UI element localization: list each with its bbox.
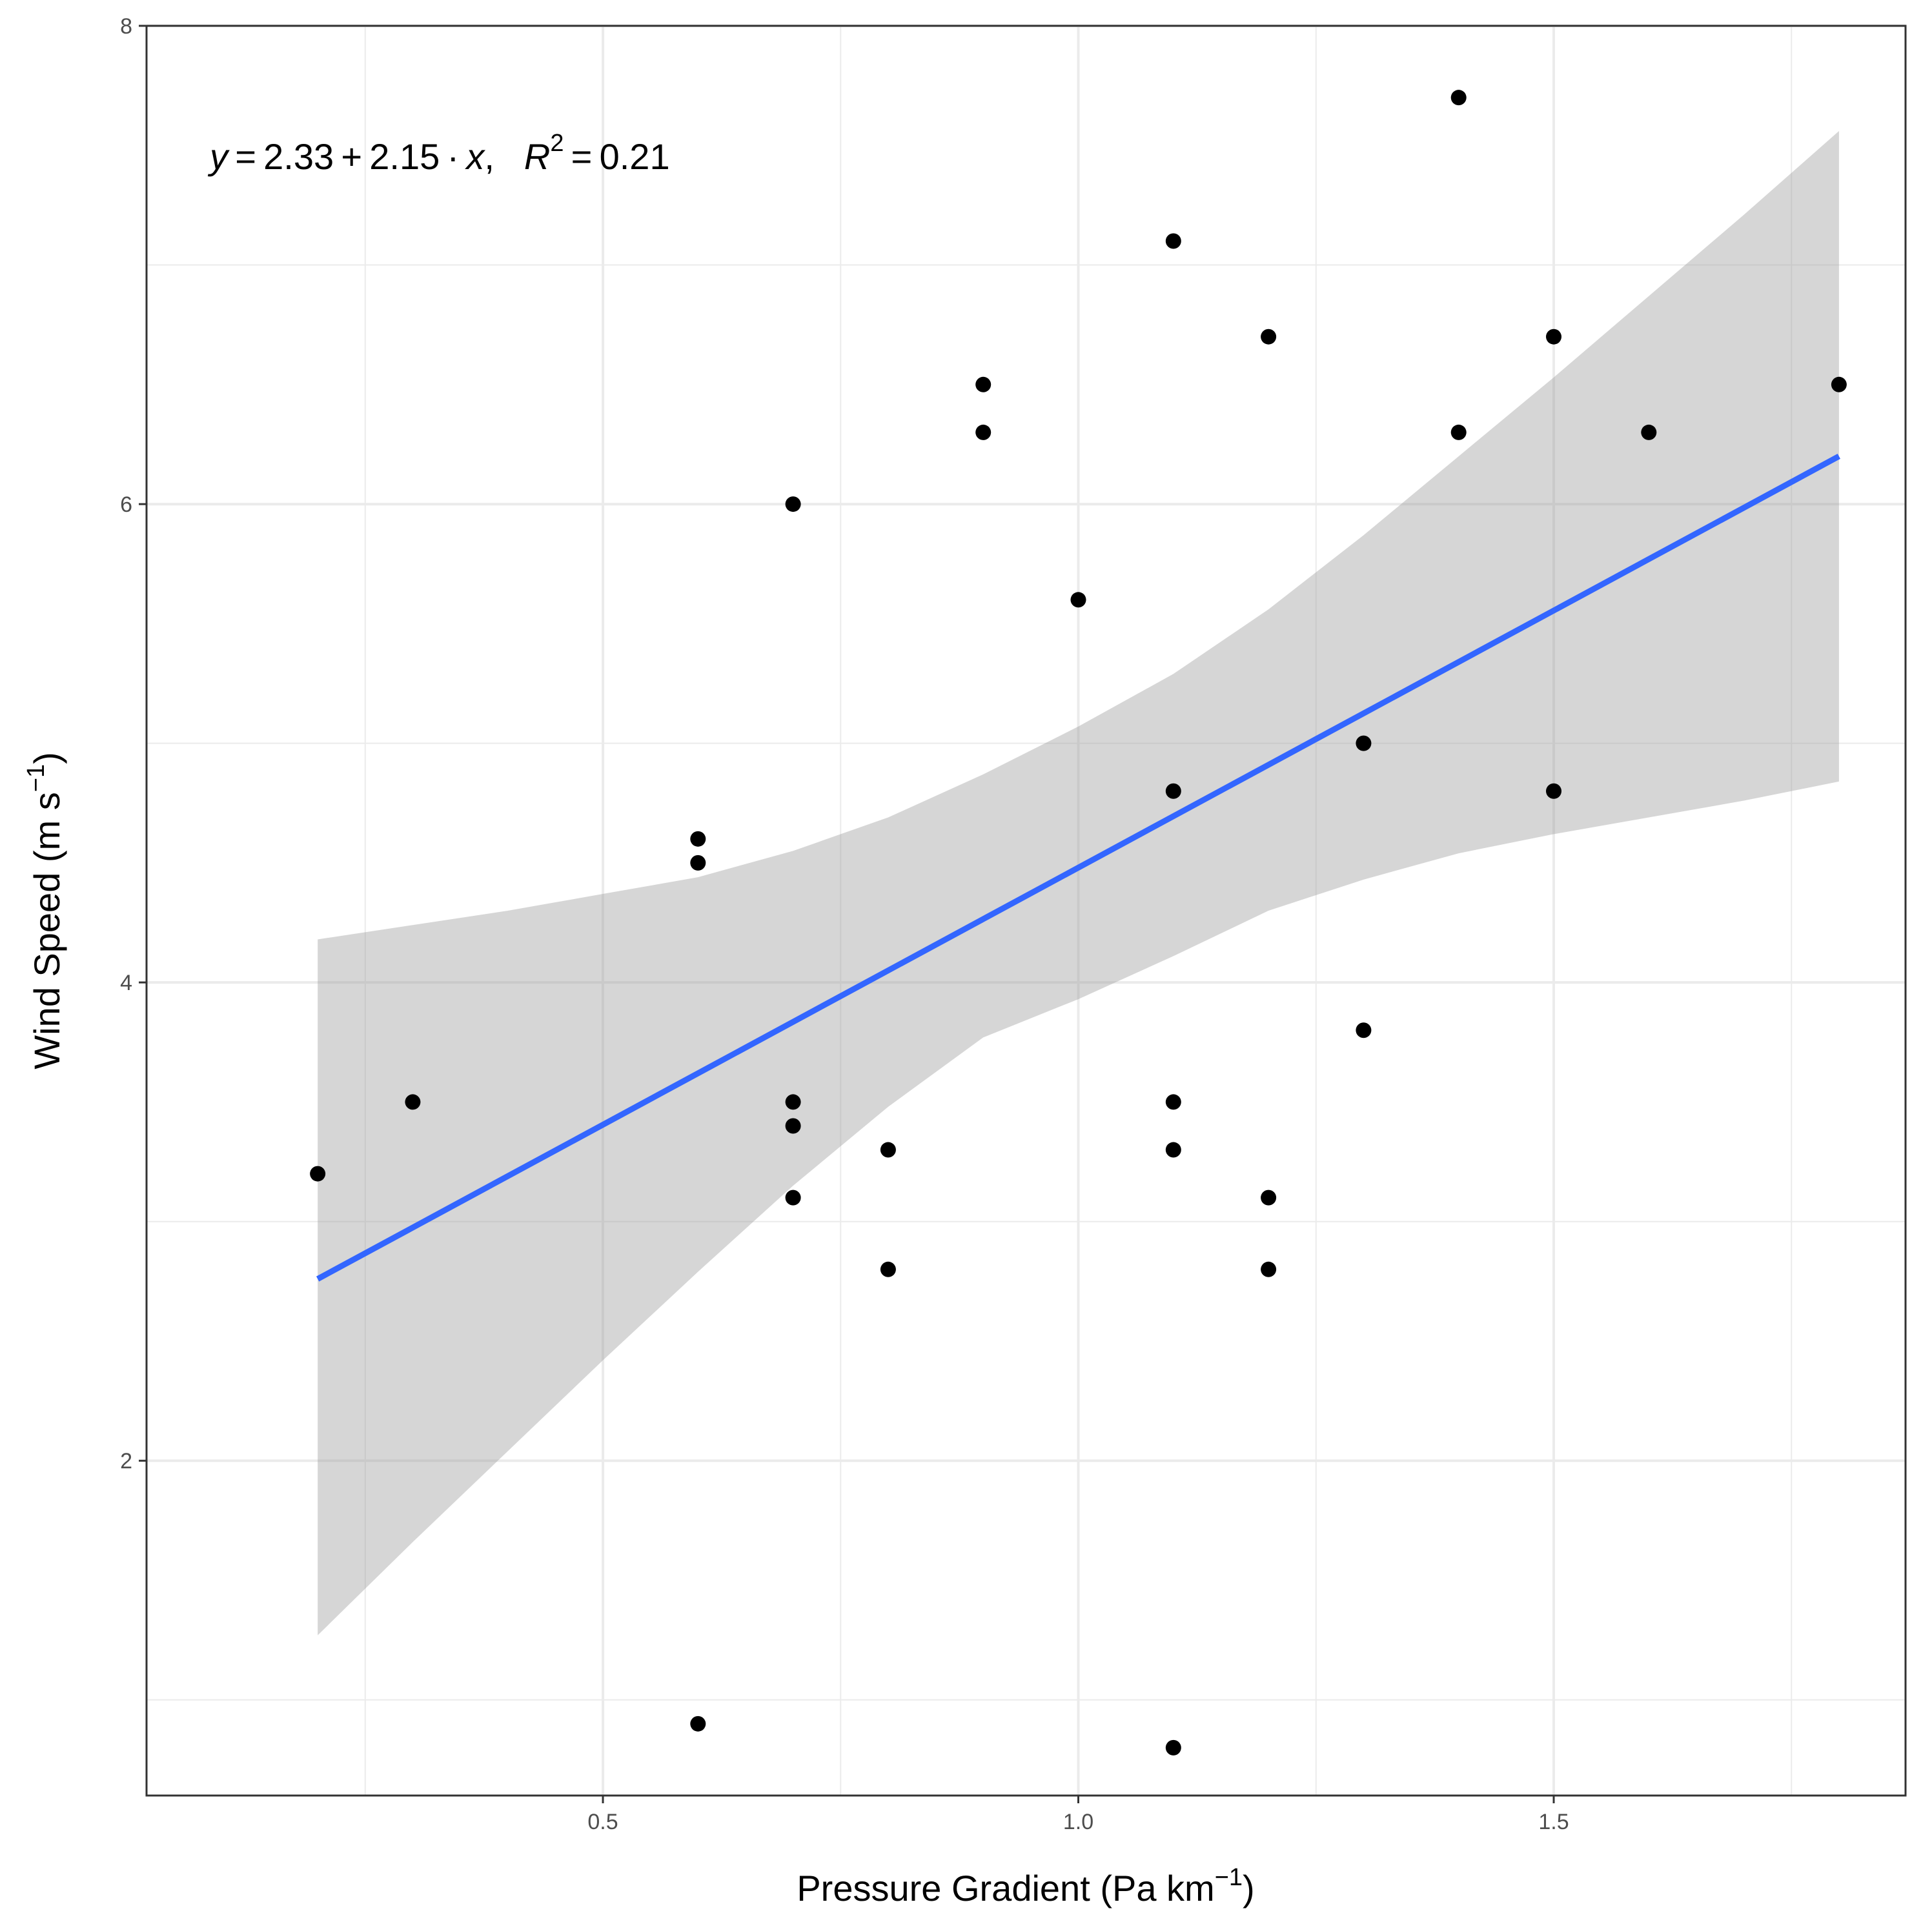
data-point [1165,233,1181,249]
x-tick-label: 1.0 [1063,1810,1093,1834]
data-point [1546,329,1561,345]
y-axis-title-sup: −1 [23,764,50,792]
annotation-comma: , [484,136,494,177]
data-point [690,1716,706,1732]
data-point [975,424,991,440]
annotation-x: x [464,136,485,177]
data-point [785,1189,801,1206]
annotation-equation: = 2.33 + 2.15 · [228,136,466,177]
data-point [405,1094,421,1110]
data-point [880,1142,896,1158]
y-axis-title-main: Wind Speed (m s [26,792,67,1069]
data-point [975,376,991,392]
annotation-r-sup: 2 [550,130,564,157]
data-point [785,496,801,512]
x-axis-title-main: Pressure Gradient (Pa km [797,1868,1214,1908]
x-tick-label: 1.5 [1538,1810,1569,1834]
data-point [1070,592,1086,608]
confidence-band [318,131,1839,1635]
data-point [1546,783,1561,799]
x-tick-label: 0.5 [587,1810,618,1834]
data-point [880,1261,896,1277]
annotation-r: R [524,136,550,177]
data-point [1261,1189,1277,1206]
data-point [1165,783,1181,799]
x-axis-title: Pressure Gradient (Pa km−1) [797,1864,1254,1908]
y-axis-ticks: 2 4 6 8 [120,14,147,1473]
annotation-r-value: = 0.21 [564,136,669,177]
data-point [1356,735,1372,751]
y-tick-label: 2 [120,1449,132,1473]
regression-annotation: y = 2.33 + 2.15 · x, R2 = 0.21 [207,130,670,177]
data-point [1641,424,1657,440]
y-axis-title-close: ) [26,752,67,764]
plot-background [147,26,1906,1796]
data-point [785,1118,801,1134]
y-tick-label: 6 [120,492,132,517]
data-point [785,1094,801,1110]
data-point [1165,1094,1181,1110]
data-point [1450,424,1467,440]
y-tick-label: 4 [120,971,132,995]
annotation-y: y [207,136,230,177]
x-axis-title-close: ) [1243,1868,1255,1908]
data-point [1356,1022,1372,1038]
plot-border [145,25,1907,1797]
data-point [690,831,706,847]
data-point [1261,1261,1277,1277]
y-axis-title: Wind Speed (m s−1) [23,752,67,1069]
data-point [1450,90,1467,106]
data-point [1261,329,1277,345]
data-point [1831,376,1847,392]
regression-line [316,454,1841,1282]
data-point [1165,1739,1181,1756]
x-axis-ticks: 0.5 1.0 1.5 [587,1796,1569,1834]
grid-minor [147,26,1906,1796]
data-point [1165,1142,1181,1158]
data-points [310,90,1847,1756]
x-axis-title-sup: −1 [1215,1864,1243,1891]
y-tick-label: 8 [120,14,132,39]
data-point [310,1166,326,1182]
data-point [690,855,706,871]
